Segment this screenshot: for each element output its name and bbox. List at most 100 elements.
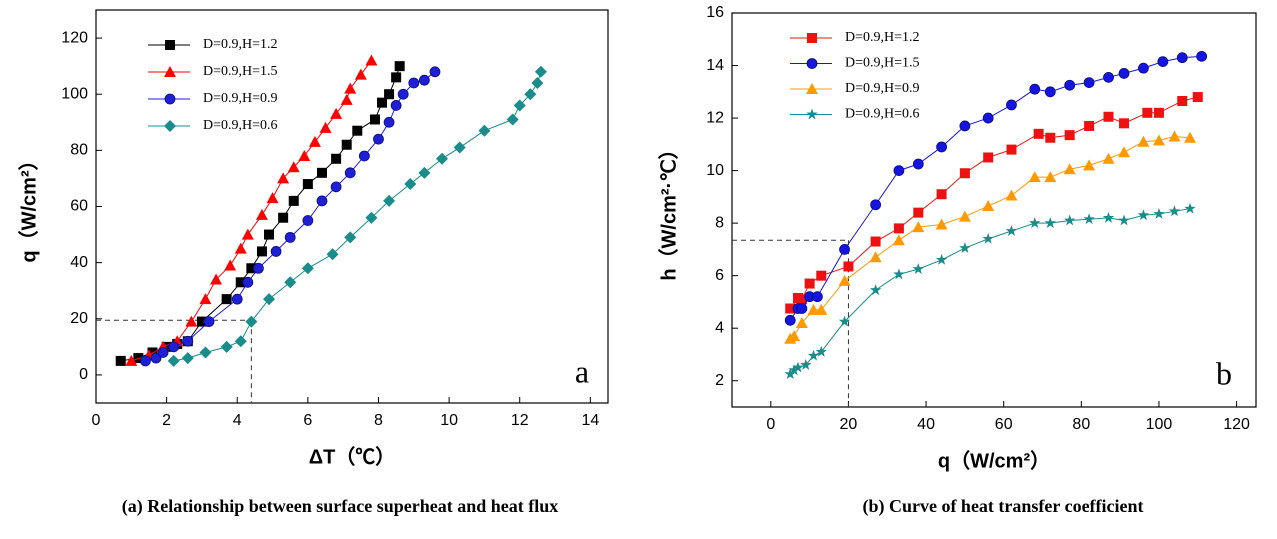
legend-marker xyxy=(806,83,818,94)
marker xyxy=(785,303,796,314)
marker xyxy=(199,293,212,305)
y-tick-label: 10 xyxy=(706,162,724,179)
marker xyxy=(377,97,388,108)
marker xyxy=(816,270,827,281)
legend-marker xyxy=(806,108,818,120)
marker xyxy=(384,89,395,100)
y-tick-label: 20 xyxy=(70,310,88,327)
marker xyxy=(373,133,384,145)
marker xyxy=(344,167,356,179)
marker xyxy=(365,54,378,66)
marker xyxy=(288,195,299,206)
marker xyxy=(1176,52,1188,64)
legend-label: D=0.9,H=0.9 xyxy=(203,91,278,106)
marker xyxy=(784,314,796,326)
marker xyxy=(784,368,796,380)
marker xyxy=(1102,152,1115,164)
marker xyxy=(792,361,804,373)
marker xyxy=(869,251,882,263)
marker xyxy=(453,141,466,154)
x-tick-label: 40 xyxy=(917,416,935,433)
x-tick-label: 8 xyxy=(374,412,383,429)
marker xyxy=(1118,68,1130,79)
y-tick-label: 4 xyxy=(715,319,724,336)
marker xyxy=(513,99,526,112)
marker xyxy=(811,291,823,303)
y-tick-label: 2 xyxy=(715,372,724,389)
marker xyxy=(534,65,547,78)
x-axis-label: q（W/cm²） xyxy=(938,449,1050,472)
marker xyxy=(168,341,180,353)
y-tick-label: 8 xyxy=(715,214,724,231)
marker xyxy=(133,353,144,364)
y-tick-label: 80 xyxy=(70,142,88,159)
marker xyxy=(1063,214,1076,226)
marker xyxy=(913,207,924,218)
y-tick-label: 100 xyxy=(61,85,88,102)
marker xyxy=(369,114,380,125)
marker xyxy=(1044,171,1057,183)
marker xyxy=(1138,62,1149,74)
marker xyxy=(936,189,947,200)
legend-marker xyxy=(164,93,176,105)
marker xyxy=(1045,132,1056,143)
marker xyxy=(287,161,300,173)
marker xyxy=(788,364,800,376)
marker xyxy=(397,88,409,100)
marker xyxy=(893,268,905,280)
marker xyxy=(344,231,357,244)
marker xyxy=(1153,207,1165,219)
marker xyxy=(1006,144,1017,155)
marker xyxy=(1152,134,1165,146)
series-line xyxy=(145,71,436,362)
marker xyxy=(1118,214,1130,226)
marker xyxy=(302,179,313,190)
marker xyxy=(1142,107,1153,118)
y-tick-label: 0 xyxy=(79,366,88,383)
marker xyxy=(870,199,882,211)
marker xyxy=(224,259,237,271)
marker xyxy=(1064,79,1076,91)
legend-label: D=0.9,H=1.5 xyxy=(203,64,278,79)
marker xyxy=(1063,163,1076,175)
marker xyxy=(196,316,207,327)
legend-marker xyxy=(164,66,176,77)
marker xyxy=(301,262,314,275)
marker xyxy=(815,303,828,315)
marker xyxy=(263,293,276,306)
marker xyxy=(912,158,924,170)
marker xyxy=(266,192,279,204)
marker xyxy=(125,354,138,366)
marker xyxy=(256,246,267,257)
marker xyxy=(302,215,314,226)
series-line xyxy=(173,71,542,362)
caption: (b) Curve of heat transfer coefficient xyxy=(862,496,1143,517)
plot-frame xyxy=(731,12,1257,408)
x-tick-label: 14 xyxy=(581,412,599,429)
legend-marker xyxy=(165,40,175,50)
x-tick-label: 6 xyxy=(303,412,312,429)
marker xyxy=(838,274,851,286)
marker xyxy=(531,76,544,89)
marker xyxy=(804,278,815,289)
marker xyxy=(365,211,378,224)
marker xyxy=(869,284,882,295)
x-tick-label: 10 xyxy=(440,412,458,429)
marker xyxy=(1184,202,1196,214)
marker xyxy=(253,262,264,274)
marker xyxy=(870,236,881,247)
marker xyxy=(936,141,947,153)
marker xyxy=(418,74,430,86)
marker xyxy=(331,153,342,164)
y-tick-label: 16 xyxy=(706,4,724,21)
marker xyxy=(1192,92,1203,103)
marker xyxy=(807,303,820,315)
marker xyxy=(182,335,194,347)
marker xyxy=(418,166,431,179)
series-line xyxy=(131,60,372,362)
marker xyxy=(326,248,339,261)
marker xyxy=(284,276,297,289)
legend-label: D=0.9,H=1.2 xyxy=(845,30,920,45)
marker xyxy=(115,355,126,366)
